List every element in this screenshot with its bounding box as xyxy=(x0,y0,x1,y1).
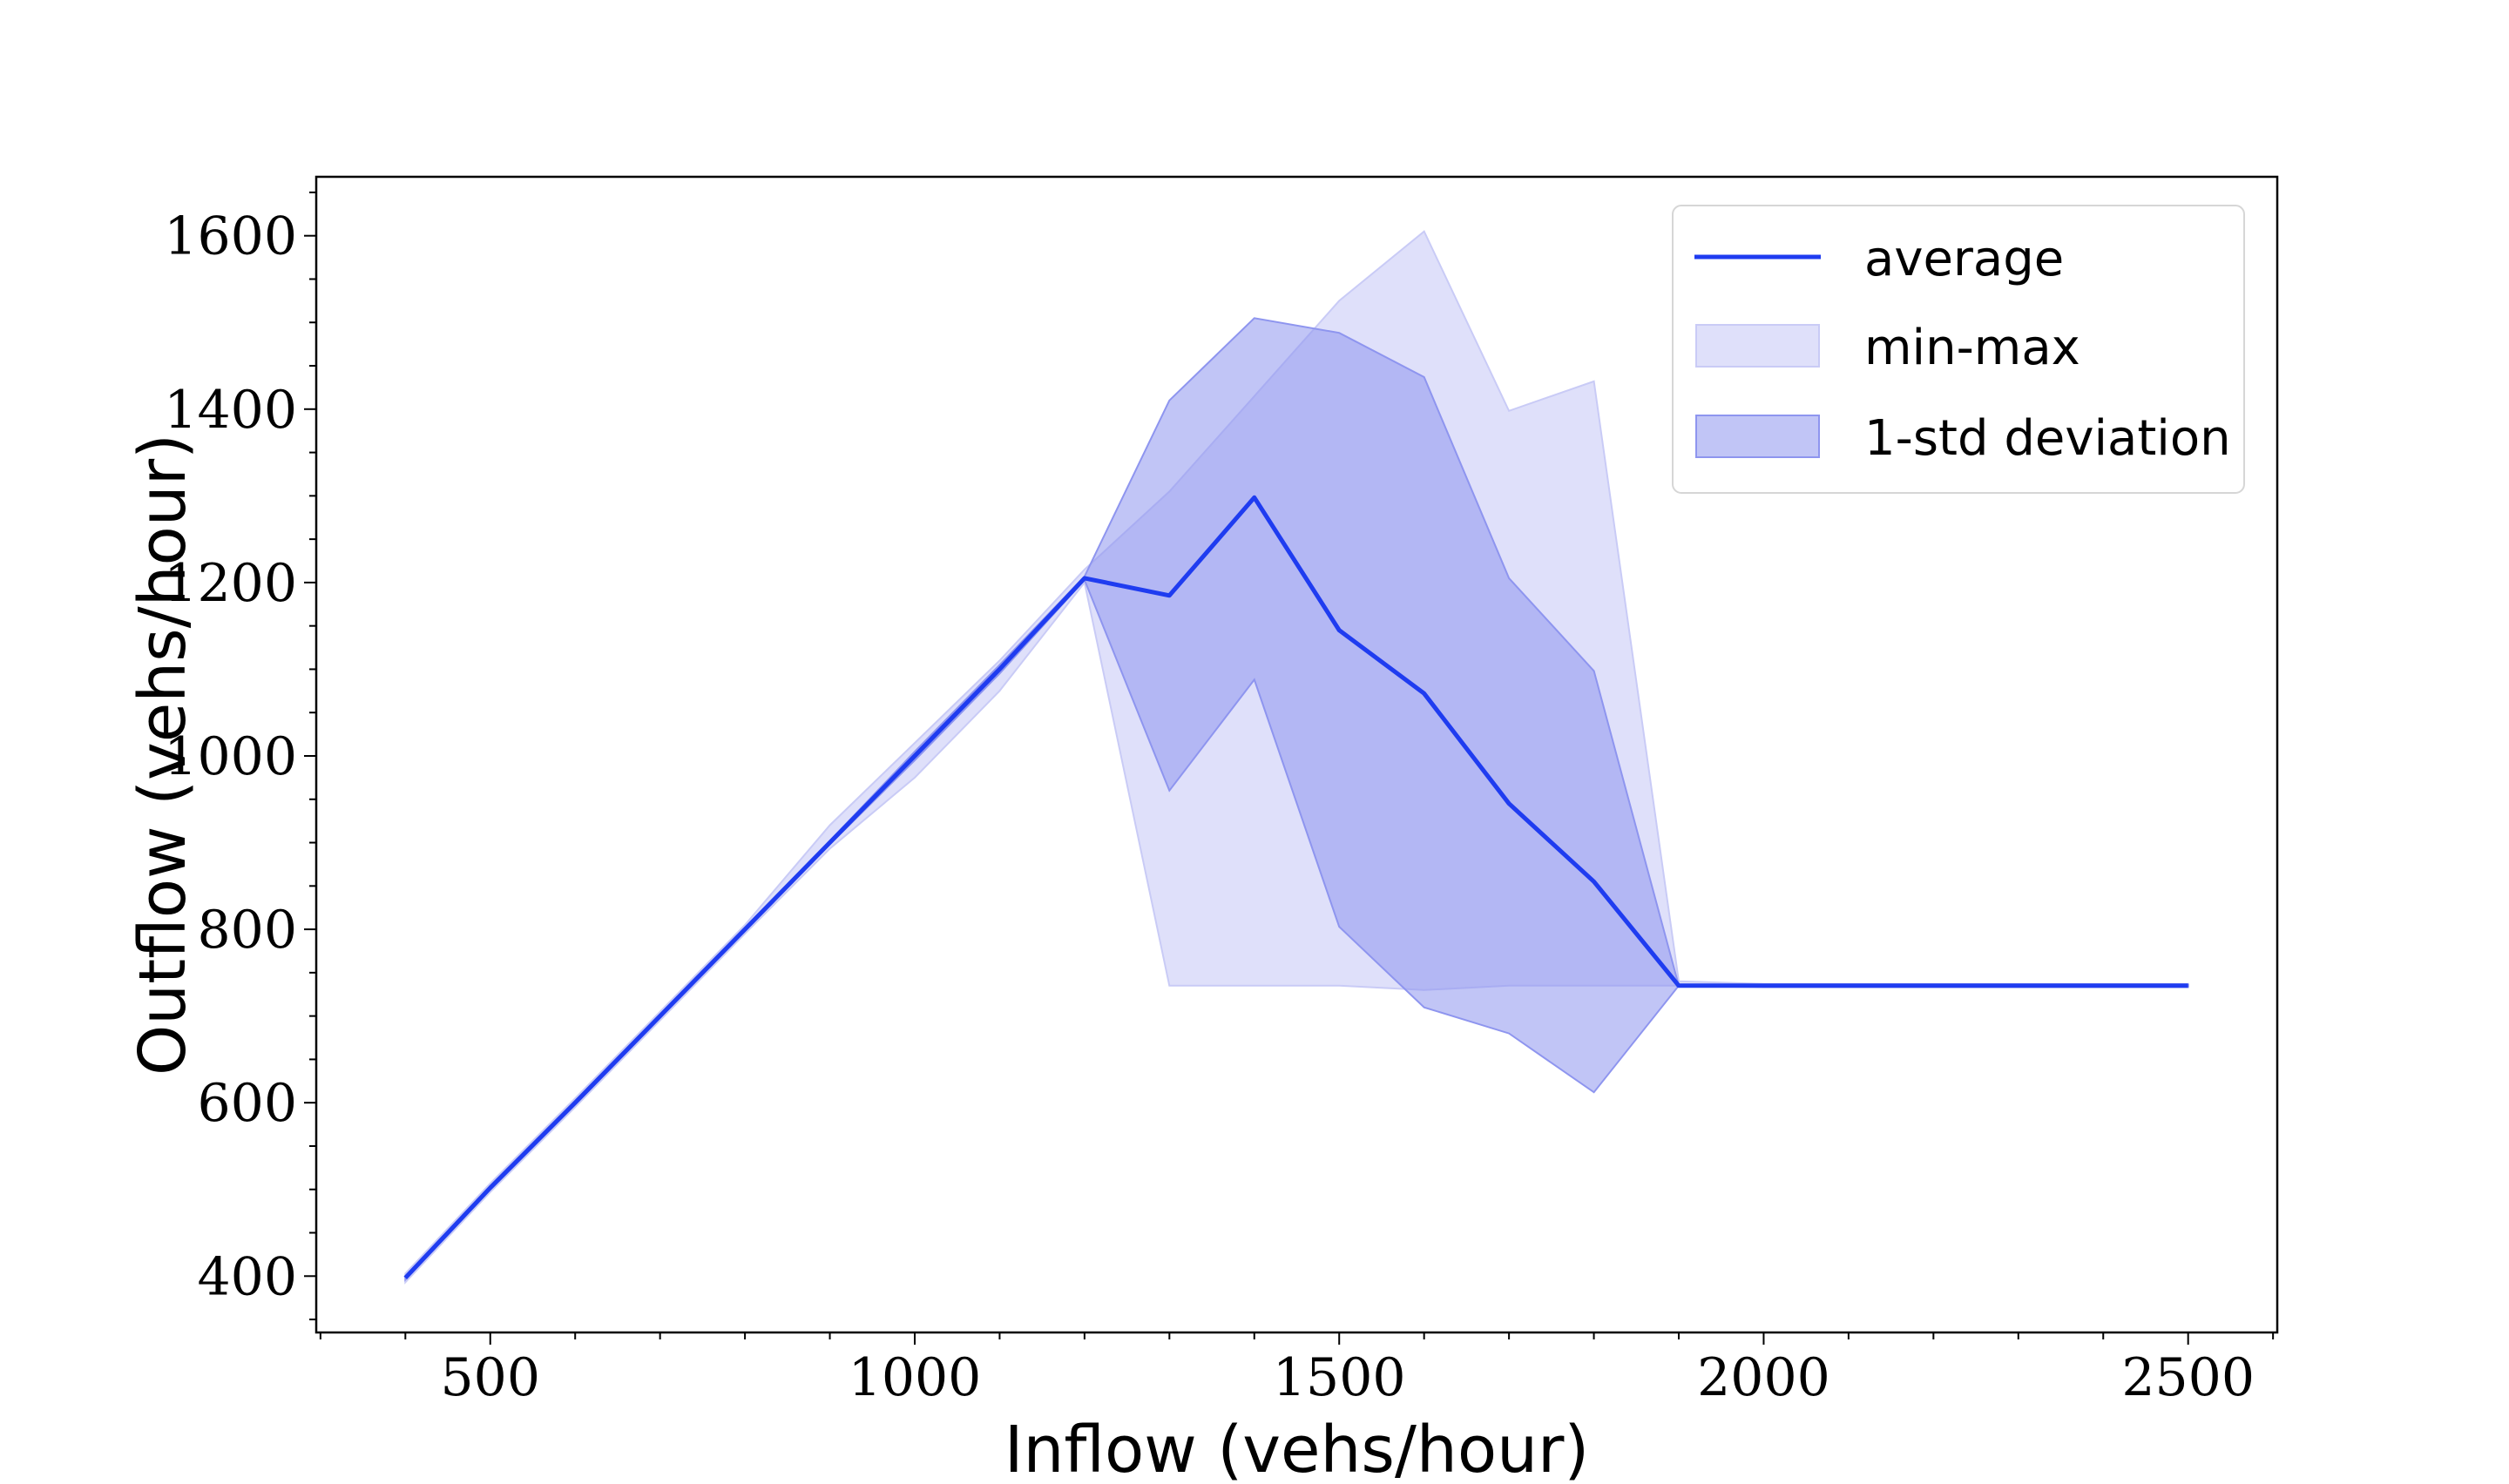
legend: average min-max 1-std deviation xyxy=(1672,205,2245,494)
line-layer xyxy=(403,495,2188,1280)
plot-frame xyxy=(314,175,2279,1334)
y-tick-label: 1600 xyxy=(164,206,297,267)
y-tick-label: 600 xyxy=(197,1073,297,1134)
x-axis-label: Inflow (vehs/hour) xyxy=(1004,1413,1590,1484)
y-axis: 400 600 800 1000 1200 1400 1600 xyxy=(164,191,316,1321)
legend-swatch-std xyxy=(1695,415,1820,458)
x-tick-label: 2500 xyxy=(2121,1347,2255,1408)
legend-label-average: average xyxy=(1864,231,2064,287)
x-tick-label: 2000 xyxy=(1697,1347,1830,1408)
y-tick-label: 1400 xyxy=(164,380,297,441)
y-tick-label: 1200 xyxy=(164,553,297,614)
x-tick-label: 500 xyxy=(440,1347,540,1408)
x-axis: 500 1000 1500 2000 2500 xyxy=(319,1332,2275,1408)
legend-label-min-max: min-max xyxy=(1864,320,2080,376)
series-line-average xyxy=(403,495,2188,1280)
x-tick-label: 1500 xyxy=(1273,1347,1406,1408)
y-tick-label: 1000 xyxy=(164,726,297,787)
y-tick-label: 400 xyxy=(197,1246,297,1307)
legend-label-std: 1-std deviation xyxy=(1864,410,2231,467)
y-axis-label: Outflow (vehs/hour) xyxy=(125,434,200,1076)
y-tick-label: 800 xyxy=(197,900,297,961)
legend-swatch-min-max xyxy=(1695,324,1820,368)
x-tick-label: 1000 xyxy=(849,1347,982,1408)
